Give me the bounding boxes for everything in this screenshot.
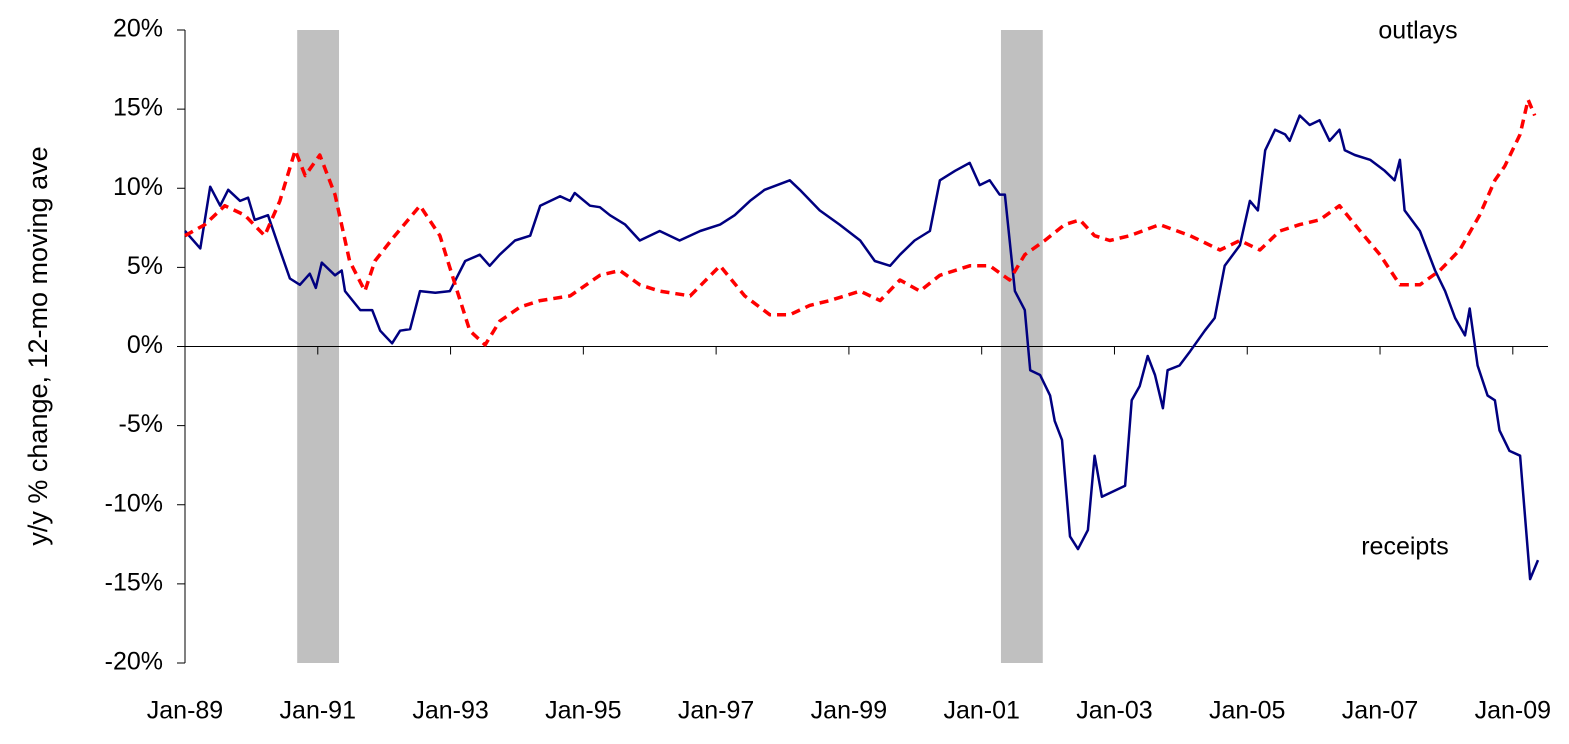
y-tick-label: 15% xyxy=(113,94,163,122)
y-tick-label: -5% xyxy=(119,410,163,438)
series-line xyxy=(184,97,1537,347)
x-tick-label: Jan-07 xyxy=(1342,697,1418,725)
y-tick-label: 0% xyxy=(127,331,163,359)
x-tick-label: Jan-89 xyxy=(147,697,223,725)
x-tick-label: Jan-97 xyxy=(678,697,754,725)
annotation: outlays xyxy=(1378,17,1457,45)
x-tick-label: Jan-05 xyxy=(1209,697,1285,725)
x-tick-label: Jan-01 xyxy=(943,697,1019,725)
x-tick-label: Jan-09 xyxy=(1475,697,1551,725)
x-tick-label: Jan-03 xyxy=(1076,697,1152,725)
y-tick-label: -20% xyxy=(105,648,163,676)
y-tick-label: -15% xyxy=(105,568,163,596)
x-tick-label: Jan-91 xyxy=(280,697,356,725)
y-tick-label: -10% xyxy=(105,489,163,517)
y-axis-title: y/y % change, 12-mo moving ave xyxy=(23,146,53,545)
x-tick-label: Jan-95 xyxy=(545,697,621,725)
y-tick-label: 20% xyxy=(113,15,163,43)
x-tick-label: Jan-93 xyxy=(412,697,488,725)
y-tick-label: 10% xyxy=(113,173,163,201)
y-tick-label: 5% xyxy=(127,252,163,280)
x-tick-label: Jan-99 xyxy=(811,697,887,725)
series-line xyxy=(184,114,1540,581)
annotation: receipts xyxy=(1361,533,1449,561)
